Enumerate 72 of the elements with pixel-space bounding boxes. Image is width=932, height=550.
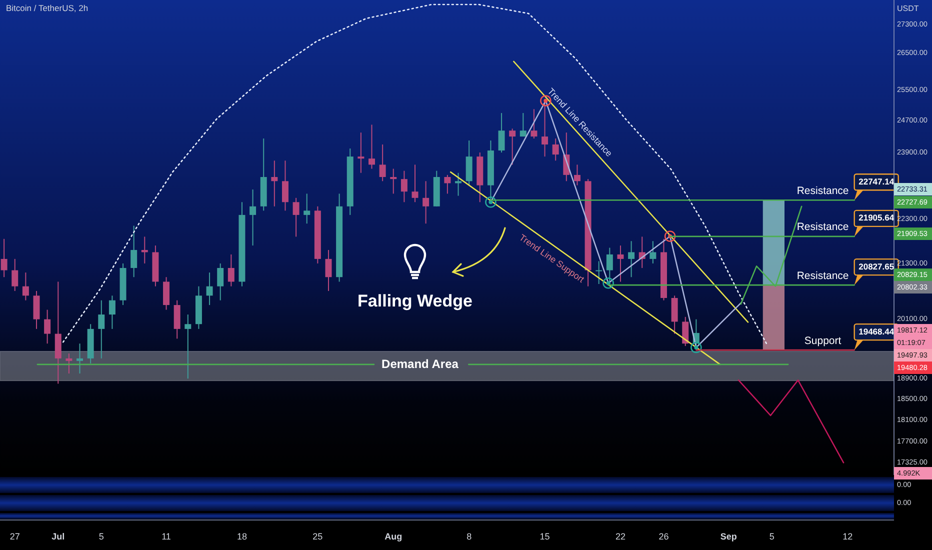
candlestick <box>282 160 288 212</box>
candlestick <box>444 174 451 194</box>
candlestick <box>671 295 678 334</box>
candlestick <box>542 99 548 158</box>
candlestick <box>379 144 386 182</box>
candlestick <box>617 245 624 282</box>
x-tick-label: 5 <box>98 531 104 542</box>
candlestick <box>498 112 505 154</box>
candlestick <box>250 188 256 246</box>
candlestick <box>628 240 635 278</box>
candlestick <box>325 249 332 292</box>
candlestick <box>206 272 213 306</box>
x-tick-label: Aug <box>384 531 402 542</box>
x-tick-label: 11 <box>162 531 171 542</box>
annotation: 20827.65 <box>858 261 894 272</box>
x-tick-label: 8 <box>466 531 472 542</box>
annotation: Demand Area <box>382 357 459 372</box>
x-tick-label: 12 <box>842 531 853 542</box>
y-axis-title: USDT <box>897 4 919 14</box>
candlestick <box>163 276 170 310</box>
candlestick <box>44 309 51 344</box>
chart-title: Bitcoin / TetherUS, 2h <box>6 3 88 13</box>
x-tick-label: 15 <box>540 531 550 542</box>
candlestick <box>422 180 430 224</box>
candlestick <box>358 132 364 174</box>
annotation: 22747.14 <box>858 176 894 186</box>
annotation: Resistance <box>796 184 849 197</box>
candlestick <box>304 193 310 224</box>
candlestick <box>650 240 656 264</box>
candlestick <box>271 160 278 207</box>
annotation: 19468.44 <box>858 326 894 336</box>
candlestick <box>76 343 83 374</box>
candlestick <box>0 238 8 278</box>
candlestick <box>141 236 148 264</box>
annotation: Resistance <box>796 270 849 282</box>
candlestick <box>33 290 40 330</box>
candlestick <box>292 197 300 238</box>
x-tick-label: 26 <box>658 531 669 542</box>
candlestick <box>455 172 462 196</box>
candlestick <box>509 128 516 166</box>
x-tick-label: 27 <box>10 531 20 542</box>
candlestick <box>400 170 408 203</box>
x-tick-label: 25 <box>312 531 323 542</box>
x-tick-label: Sep <box>720 531 738 542</box>
candlestick <box>22 272 29 301</box>
candlestick <box>174 300 180 340</box>
annotation: Falling Wedge <box>358 291 472 310</box>
x-tick-label: 18 <box>236 531 247 542</box>
candlestick <box>228 254 234 287</box>
candlestick <box>12 258 18 292</box>
candlestick <box>98 300 105 359</box>
x-tick-label: Jul <box>52 531 65 542</box>
candlestick <box>596 260 602 285</box>
candlestick <box>552 138 559 162</box>
candlestick <box>530 108 538 140</box>
x-tick-label: 5 <box>769 531 774 542</box>
candlestick <box>108 295 116 330</box>
candlestick <box>682 316 689 347</box>
candlestick <box>130 225 138 278</box>
x-tick-label: 22 <box>615 531 626 542</box>
candlestick <box>368 124 375 170</box>
candlestick <box>606 247 613 285</box>
candlestick <box>217 262 224 301</box>
annotation: 21905.64 <box>858 212 894 223</box>
annotation: Resistance <box>796 221 849 234</box>
annotation: Support <box>804 334 842 347</box>
candlestick <box>520 112 526 138</box>
candlestick <box>184 314 192 380</box>
candlestick <box>412 164 418 203</box>
candlestick <box>390 168 397 194</box>
candlestick <box>574 164 580 186</box>
candlestick <box>66 352 72 374</box>
